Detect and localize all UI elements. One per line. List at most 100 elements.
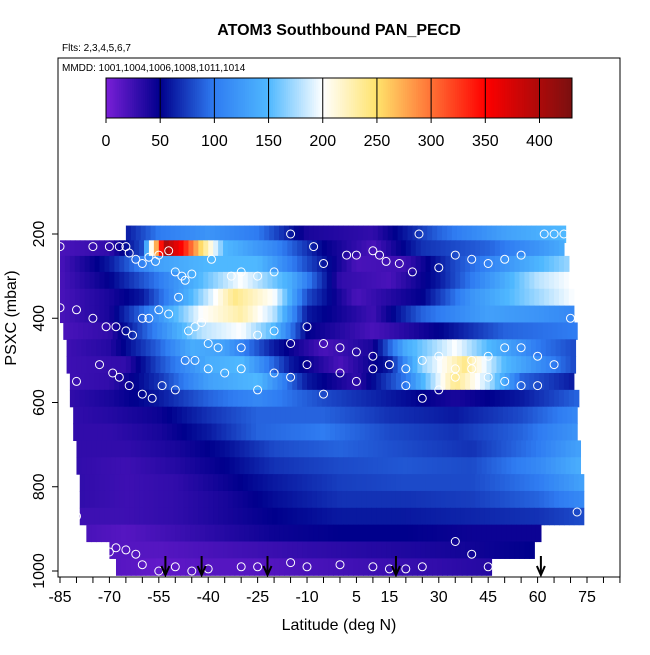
heatmap-cell [282, 255, 288, 274]
heatmap-cell [344, 423, 351, 442]
heatmap-cell [130, 339, 137, 357]
heatmap-cell [285, 423, 292, 442]
heatmap-cell [527, 423, 534, 442]
heatmap-cell [353, 457, 359, 475]
colorbar-swatch [474, 78, 478, 118]
heatmap-cell [526, 457, 532, 475]
data-point [572, 507, 582, 517]
heatmap-cell [397, 339, 404, 357]
heatmap-cell [377, 356, 384, 374]
data-point [164, 246, 174, 256]
heatmap-cell [283, 558, 290, 576]
heatmap-cell [458, 322, 465, 340]
colorbar-swatch [298, 78, 302, 118]
heatmap-cell [147, 406, 153, 425]
heatmap-cell [94, 288, 101, 307]
heatmap-cell [232, 271, 239, 290]
heatmap-cell [76, 356, 83, 374]
heatmap-cell [115, 524, 122, 543]
heatmap-cell [381, 389, 387, 408]
heatmap-cell [293, 524, 300, 543]
heatmap-cell [356, 490, 362, 509]
profile-arrow-head [262, 565, 273, 578]
heatmap-cell [461, 339, 468, 357]
heatmap-cell [129, 507, 135, 526]
heatmap-cell [282, 271, 288, 290]
heatmap-cell [555, 440, 562, 458]
data-point [302, 360, 312, 370]
heatmap-cell [351, 271, 358, 290]
heatmap-cell [180, 356, 186, 374]
heatmap-cell [440, 305, 446, 324]
heatmap-cell [160, 457, 166, 475]
heatmap-cell [303, 339, 310, 357]
heatmap-cell [450, 474, 456, 492]
heatmap-cell [343, 225, 349, 244]
colorbar-swatch [480, 78, 484, 118]
heatmap-cell [64, 240, 71, 258]
heatmap-cell [422, 356, 428, 374]
heatmap-cell [208, 474, 214, 492]
heatmap-cell [475, 389, 481, 408]
heatmap-cell [549, 271, 555, 290]
data-point [220, 368, 230, 378]
heatmap-cell [386, 271, 392, 290]
heatmap-cell [142, 322, 148, 340]
heatmap-cell [470, 507, 476, 526]
data-point [190, 355, 200, 365]
heatmap-cell [336, 373, 343, 391]
heatmap-cell [203, 271, 209, 290]
heatmap-cell [351, 389, 358, 408]
heatmap-cell [191, 322, 198, 340]
heatmap-cell [476, 440, 483, 458]
heatmap-cell [496, 524, 502, 543]
heatmap-cell [96, 524, 102, 543]
heatmap-cell [514, 507, 521, 526]
heatmap-cell [326, 474, 333, 492]
heatmap-cell [153, 288, 160, 307]
heatmap-cell [109, 507, 115, 526]
heatmap-cell [460, 305, 466, 324]
heatmap-cell [489, 541, 496, 559]
heatmap-cell [134, 271, 140, 290]
heatmap-cell [565, 440, 572, 458]
heatmap-cell [96, 356, 102, 374]
colorbar-swatch [413, 78, 417, 118]
heatmap-cell [288, 356, 295, 374]
data-point [302, 322, 312, 332]
heatmap-cell [509, 541, 516, 559]
data-point [170, 385, 180, 395]
heatmap-cell [417, 524, 423, 543]
heatmap-cell [451, 225, 458, 244]
heatmap-cell [554, 305, 560, 324]
heatmap-cell [430, 541, 437, 559]
x-axis: -85 -70 -55 -40 -25 -10 5 15 30 45 60 75 [48, 576, 621, 606]
heatmap-cell [488, 423, 494, 442]
heatmap-cell [237, 490, 244, 509]
heatmap-cell [425, 373, 432, 391]
heatmap-cell [465, 541, 471, 559]
heatmap-cell [466, 225, 473, 244]
heatmap-cell [74, 305, 81, 324]
heatmap-cell [303, 457, 310, 475]
heatmap-cell [479, 305, 486, 324]
heatmap-cell [356, 474, 362, 492]
heatmap-cell [193, 373, 199, 391]
heatmap-cell [415, 271, 422, 290]
heatmap-cell [356, 507, 362, 526]
data-point [566, 313, 575, 323]
heatmap-cell [272, 255, 278, 274]
heatmap-cell [422, 225, 428, 244]
data-point [351, 250, 361, 260]
heatmap-cell [415, 373, 422, 391]
heatmap-cell [323, 440, 330, 458]
y-tick-label: 800 [31, 473, 48, 500]
heatmap-cell [506, 356, 512, 374]
heatmap-cell [451, 440, 458, 458]
heatmap-cell [60, 288, 66, 307]
colorbar-swatch [218, 78, 222, 118]
data-point [483, 372, 493, 382]
heatmap-cell [119, 373, 125, 391]
heatmap-cell [545, 440, 552, 458]
heatmap-cell [318, 524, 325, 543]
